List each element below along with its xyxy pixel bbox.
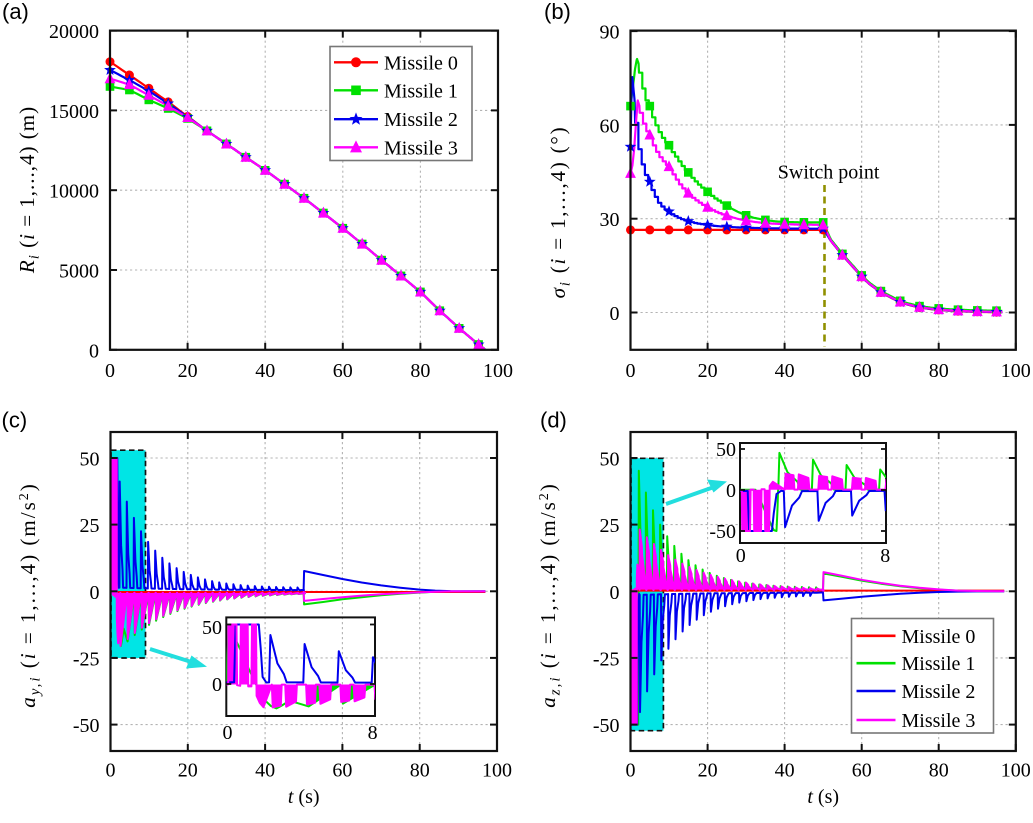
svg-text:80: 80	[929, 360, 949, 382]
svg-text:100: 100	[1001, 760, 1031, 782]
svg-text:0: 0	[626, 360, 636, 382]
svg-text:50: 50	[202, 617, 222, 639]
svg-text:-25: -25	[593, 648, 620, 670]
svg-text:5000: 5000	[59, 261, 99, 283]
svg-text:20: 20	[698, 360, 718, 382]
svg-text:-25: -25	[73, 648, 100, 670]
svg-text:Missile 1: Missile 1	[384, 80, 458, 102]
svg-text:0: 0	[726, 480, 736, 502]
svg-text:100: 100	[483, 360, 513, 382]
svg-text:100: 100	[1001, 360, 1031, 382]
svg-text:8: 8	[880, 545, 890, 567]
svg-text:0: 0	[89, 340, 99, 362]
svg-text:t (s): t (s)	[288, 786, 320, 808]
svg-text:Missile 0: Missile 0	[384, 52, 458, 74]
svg-text:Ri (i = 1,...,4) (m): Ri (i = 1,...,4) (m)	[15, 106, 43, 274]
svg-text:Missile 1: Missile 1	[902, 653, 976, 675]
svg-text:0: 0	[105, 360, 115, 382]
svg-text:20000: 20000	[49, 21, 99, 43]
svg-text:15000: 15000	[49, 101, 99, 123]
svg-text:(c): (c)	[2, 408, 28, 433]
svg-text:-50: -50	[709, 521, 736, 543]
svg-text:ay,i (i = 1,...,4) (m/s2): ay,i (i = 1,...,4) (m/s2)	[16, 482, 44, 708]
svg-text:10000: 10000	[49, 181, 99, 203]
svg-text:-50: -50	[593, 715, 620, 737]
svg-text:(a): (a)	[2, 0, 29, 24]
svg-text:Switch point: Switch point	[778, 162, 880, 184]
svg-text:0: 0	[610, 582, 620, 604]
svg-text:0: 0	[626, 760, 636, 782]
svg-text:100: 100	[482, 760, 512, 782]
svg-text:80: 80	[410, 760, 430, 782]
svg-text:20: 20	[178, 760, 198, 782]
svg-text:Missile 2: Missile 2	[902, 681, 976, 703]
svg-text:az,i (i = 1,...,4) (m/s2): az,i (i = 1,...,4) (m/s2)	[536, 482, 564, 708]
svg-text:20: 20	[178, 360, 198, 382]
svg-text:0: 0	[90, 582, 100, 604]
svg-text:(d): (d)	[540, 408, 567, 433]
svg-text:50: 50	[80, 449, 100, 471]
svg-text:0: 0	[212, 674, 222, 696]
svg-text:25: 25	[80, 515, 100, 537]
svg-text:50: 50	[716, 439, 736, 461]
svg-text:40: 40	[775, 360, 795, 382]
svg-text:Missile 0: Missile 0	[902, 626, 976, 648]
svg-text:80: 80	[410, 360, 430, 382]
svg-text:40: 40	[255, 760, 275, 782]
svg-text:40: 40	[255, 360, 275, 382]
svg-text:-50: -50	[73, 715, 100, 737]
svg-text:60: 60	[852, 360, 872, 382]
svg-text:σi (i = 1,...,4) (°): σi (i = 1,...,4) (°)	[546, 126, 574, 299]
svg-text:0: 0	[106, 760, 116, 782]
svg-text:40: 40	[775, 760, 795, 782]
svg-text:8: 8	[368, 722, 378, 744]
svg-text:t (s): t (s)	[807, 786, 839, 808]
svg-text:Missile 3: Missile 3	[384, 137, 458, 159]
svg-text:Missile 3: Missile 3	[902, 710, 976, 732]
svg-text:30: 30	[600, 209, 620, 231]
svg-text:0: 0	[610, 303, 620, 325]
svg-text:60: 60	[852, 760, 872, 782]
svg-text:90: 90	[600, 22, 620, 44]
svg-text:50: 50	[600, 449, 620, 471]
svg-text:20: 20	[698, 760, 718, 782]
svg-text:60: 60	[600, 115, 620, 137]
svg-text:Missile 2: Missile 2	[384, 109, 458, 131]
svg-text:0: 0	[736, 545, 746, 567]
svg-text:25: 25	[600, 515, 620, 537]
svg-text:(b): (b)	[544, 0, 571, 24]
svg-text:0: 0	[223, 722, 233, 744]
svg-text:80: 80	[929, 760, 949, 782]
svg-text:60: 60	[332, 760, 352, 782]
svg-text:60: 60	[333, 360, 353, 382]
